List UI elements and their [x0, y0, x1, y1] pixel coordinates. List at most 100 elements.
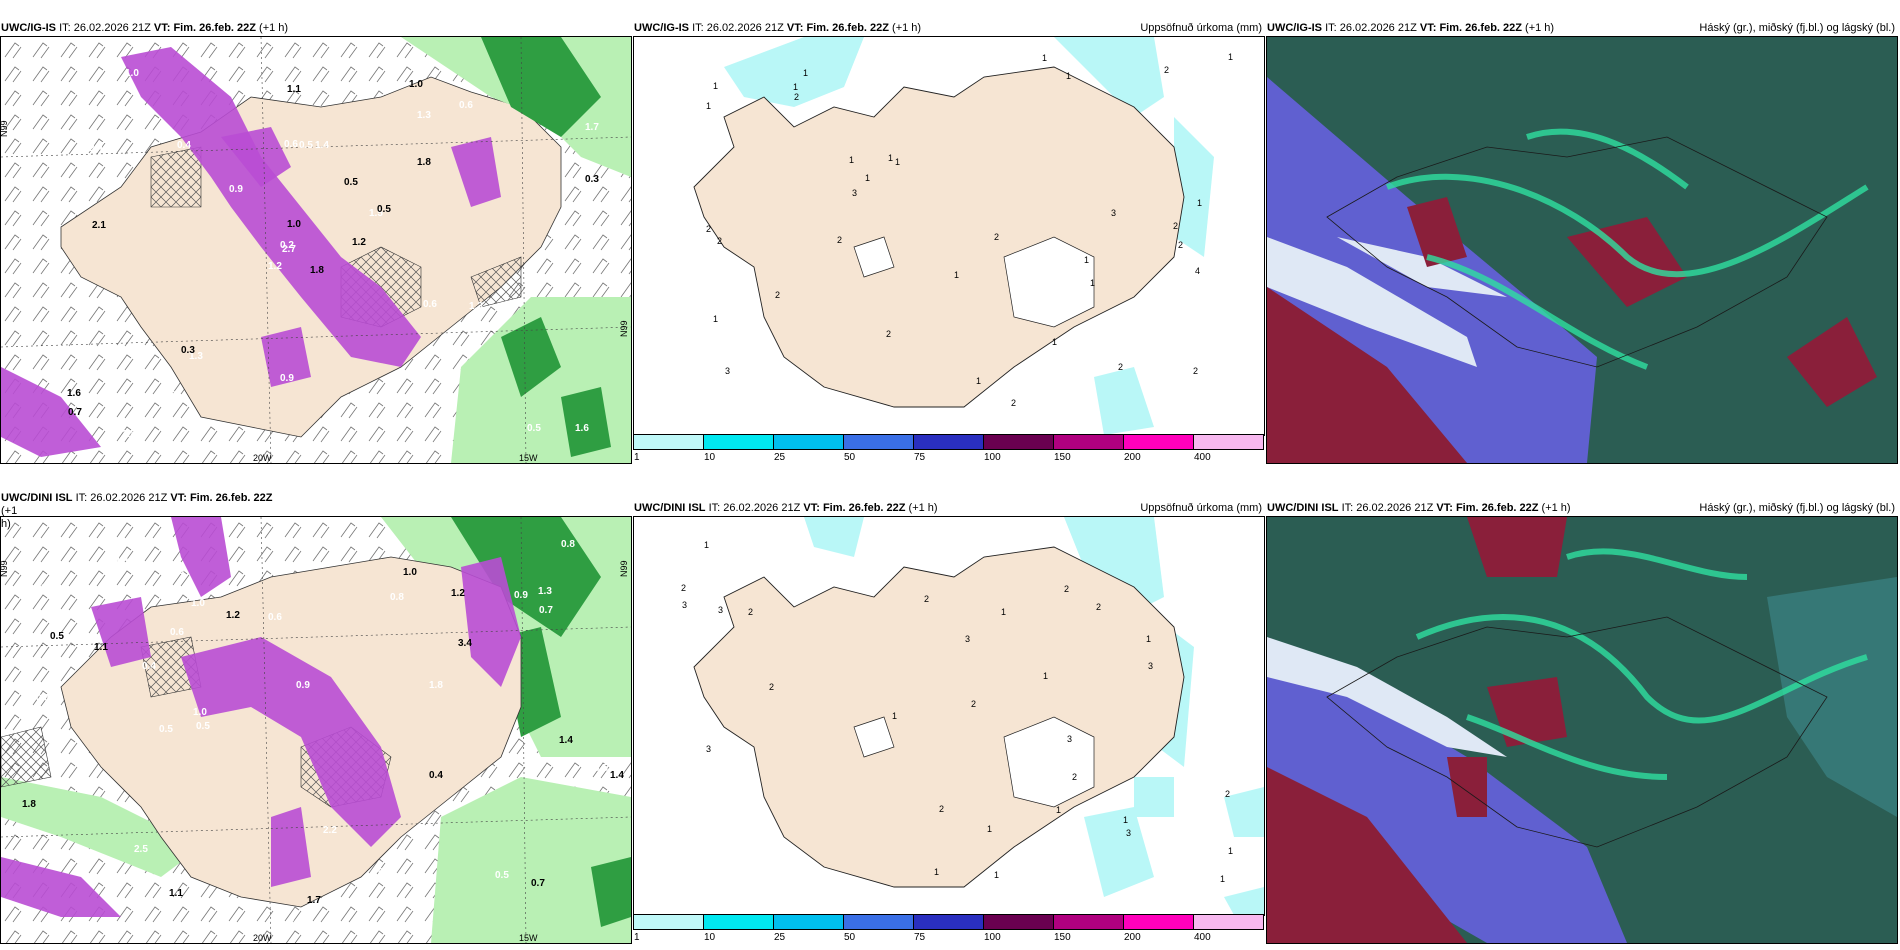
value-label: 1 [713, 314, 718, 324]
value-label: 1 [976, 376, 981, 386]
value-label: 1 [892, 711, 897, 721]
panel-ig-is-precip-wind: UWC/IG-IS IT: 26.02.2026 21Z VT: Fim. 26… [0, 14, 632, 464]
white-cloud-band [1267, 237, 1507, 367]
map-svg: 20W 15W N99 N99 0.5 0.6 1.8 1.7 0.9 0.6 0.4 0.5… [1, 517, 631, 943]
value-label: 0.4 [142, 661, 156, 672]
it-time: 26.02.2026 21Z [1339, 22, 1417, 34]
panel-ig-is-clouds: UWC/IG-IS IT: 26.02.2026 21Z VT: Fim. 26… [1266, 14, 1900, 464]
precip-value-labels: 1.8 2.4 2.7 1.6 1.5 1.3 1.0 1.4 1.3 1.2 1.0 1.6 2.1 1… [49, 68, 599, 440]
teal-area [1767, 577, 1897, 817]
vt-label: VT: [786, 22, 804, 34]
legend-swatch [773, 914, 844, 930]
model-name: UWC/IG-IS [1267, 22, 1322, 34]
value-label: 1.0 [403, 567, 417, 578]
value-label: 2 [837, 235, 842, 245]
value-label: 1 [1052, 337, 1057, 347]
legend-swatch [1123, 434, 1194, 450]
value-label: 2 [1173, 221, 1178, 231]
value-label: 1.1 [287, 84, 301, 95]
precip-wind-map[interactable]: 20W 15W N99 N99 1.8 2.4 2.7 1.6 1.5 1.3 1.0 1.4… [0, 36, 632, 464]
value-label: 3 [1067, 734, 1072, 744]
value-label: 1 [934, 867, 939, 877]
value-label: 0.7 [539, 605, 553, 616]
value-label: 1.0 [287, 219, 301, 230]
lon-label-20w: 20W [253, 933, 272, 943]
value-label: 2 [794, 92, 799, 102]
precip-band-2 [1, 127, 501, 457]
map-svg [1267, 517, 1897, 943]
value-label: 0.2 [280, 240, 294, 251]
value-label: 0.6 [170, 566, 184, 577]
value-label: 1 [1220, 874, 1225, 884]
lead-time: (+1 h) [259, 22, 289, 34]
precip-band [1, 517, 521, 917]
cloud-map[interactable] [1266, 516, 1898, 944]
value-label: 0.4 [429, 770, 443, 781]
accum-value-labels: 3 3 2 1 1 2 1 2 2 3 1 1 3 3 1 2 2 1 1 2 3 2 1 1 3 2 1 1 2 [681, 540, 1233, 884]
value-label: 0.5 [196, 721, 210, 732]
lead-time: (+1 h) [908, 502, 938, 514]
value-label: 1 [1146, 634, 1151, 644]
value-label: 1.7 [307, 895, 321, 906]
lat-label-right: N99 [619, 560, 629, 577]
lon-label-15w: 15W [519, 453, 538, 463]
value-label: 1 [987, 824, 992, 834]
value-label: 2 [994, 232, 999, 242]
it-label: IT: [75, 492, 88, 504]
precip-wind-map[interactable]: 20W 15W N99 N99 0.5 0.6 1.8 1.7 0.9 0.6 0.4 0.5… [0, 516, 632, 944]
legend-swatch [773, 434, 844, 450]
value-label: 2 [886, 329, 891, 339]
vt-label: VT: [153, 22, 171, 34]
value-label: 2 [1193, 366, 1198, 376]
value-label: 2.7 [282, 244, 296, 255]
value-label: 0.6 [289, 914, 303, 925]
panel-title: Háský (gr.), miðský (fj.bl.) og lágský (… [1699, 22, 1895, 34]
value-label: 0.3 [585, 174, 599, 185]
value-label: 1 [1056, 805, 1061, 815]
green-contours [1385, 128, 1869, 370]
value-label: 1.2 [268, 261, 282, 272]
legend-label: 25 [774, 452, 786, 463]
it-time: 26.02.2026 21Z [73, 22, 151, 34]
legend-label: 150 [1054, 452, 1071, 463]
panel-dini-precip-wind: UWC/DINI ISL IT: 26.02.2026 21Z VT: Fim.… [0, 492, 632, 944]
value-label: 1.2 [352, 237, 366, 248]
value-label: 1 [1042, 53, 1047, 63]
snow-green-dark [451, 517, 631, 927]
accum-precip-map[interactable]: 3 3 2 1 1 2 1 2 2 3 1 1 3 3 1 2 2 1 1 2 3 2 1 1 3 2 1 1 2 [633, 516, 1265, 916]
value-label: 1 [1066, 71, 1071, 81]
value-label: 1.8 [417, 157, 431, 168]
value-label: 2 [1164, 65, 1169, 75]
value-label: 1 [793, 82, 798, 92]
value-label: 2 [1072, 772, 1077, 782]
vt-label: VT: [803, 502, 820, 514]
value-label: 0.9 [229, 184, 243, 195]
map-svg [1267, 37, 1897, 463]
value-label: 2.1 [41, 583, 55, 594]
cloud-map[interactable] [1266, 36, 1898, 464]
iceland-land [693, 66, 1185, 408]
panel-title: Háský (gr.), miðský (fj.bl.) og lágský (… [1699, 502, 1895, 514]
panel-title: Uppsöfnuð úrkoma (mm) [1140, 502, 1262, 514]
value-label: 3.0 [408, 870, 422, 881]
value-label: 2 [1096, 602, 1101, 612]
value-label: 0.5 [299, 140, 313, 151]
value-label: 1 [706, 101, 711, 111]
legend-label: 10 [704, 932, 716, 943]
it-time: 26.02.2026 21Z [90, 492, 168, 504]
model-name: UWC/DINI ISL [634, 502, 706, 514]
value-label: 1 [1228, 846, 1233, 856]
model-name: UWC/DINI ISL [1, 492, 73, 504]
value-label: 0.3 [181, 345, 195, 356]
value-label: 2 [924, 594, 929, 604]
value-label: 2.5 [134, 844, 148, 855]
it-label: IT: [59, 22, 71, 34]
precip-legend: 1 10 25 50 75 100 150 200 400 [633, 434, 1265, 464]
legend-swatch [1053, 434, 1124, 450]
value-label: 0.8 [390, 592, 404, 603]
value-label: 1.1 [94, 642, 108, 653]
value-label: 0.6 [423, 299, 437, 310]
value-label: 1 [849, 155, 854, 165]
value-label: 0.4 [177, 140, 191, 151]
